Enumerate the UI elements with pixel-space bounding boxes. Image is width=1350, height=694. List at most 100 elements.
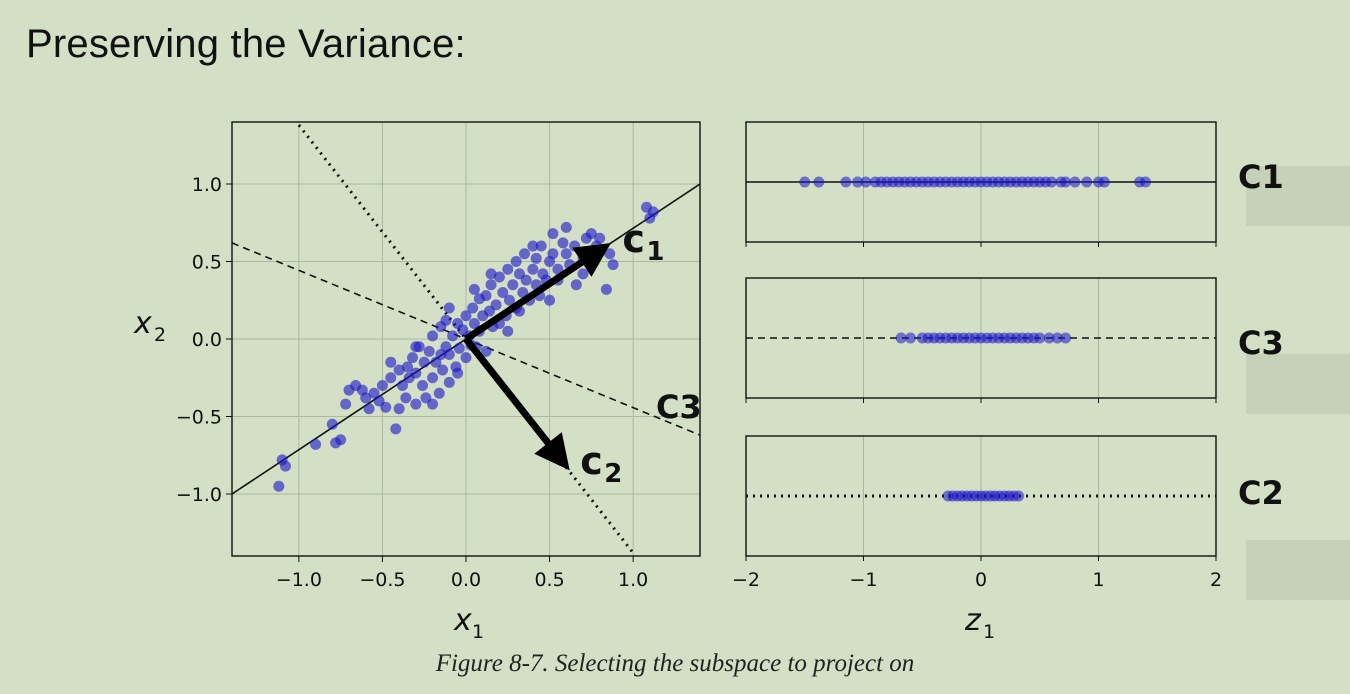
data-point (517, 287, 529, 298)
data-point (340, 398, 352, 410)
x-tick-label: −0.5 (359, 569, 405, 591)
data-point (502, 263, 514, 275)
projected-point (840, 176, 852, 188)
data-point (418, 356, 430, 368)
data-point (427, 330, 439, 342)
data-point (393, 403, 405, 415)
projected-point (1081, 176, 1093, 188)
data-point (380, 401, 392, 413)
data-point (535, 240, 547, 252)
data-point (480, 345, 492, 357)
data-point (480, 290, 492, 302)
side-label-c2: C2 (1238, 474, 1284, 512)
data-point (497, 287, 509, 298)
data-point (519, 248, 530, 260)
data-point (510, 256, 522, 267)
projected-point (1051, 332, 1063, 344)
data-point (507, 279, 519, 291)
left-scatter-plot: c 1c 2−1.0−1.0−0.5−0.50.00.00.50.51.01.0x 1… (133, 121, 701, 643)
y-tick-label: −1.0 (176, 484, 222, 506)
side-tab-2 (1246, 354, 1350, 414)
data-point (544, 294, 556, 306)
data-point (433, 387, 445, 399)
inline-label-c3: C3 (656, 388, 702, 426)
projected-point (1046, 176, 1057, 188)
vector-arrow-1 (464, 242, 611, 342)
slide-title: Preserving the Variance: (26, 22, 466, 66)
z-tick-label: −2 (732, 569, 760, 591)
side-tab-1 (1246, 166, 1350, 226)
data-point (453, 342, 465, 354)
data-point (437, 364, 449, 376)
data-point (427, 372, 439, 384)
data-point (460, 352, 472, 364)
data-point (485, 268, 497, 280)
data-point (443, 376, 455, 388)
data-point (407, 352, 419, 364)
y-axis-label: x (133, 306, 152, 341)
projected-point (1034, 332, 1046, 344)
y-tick-label: 1.0 (192, 174, 222, 196)
data-point (527, 263, 539, 275)
data-point (560, 221, 572, 233)
projected-point (1043, 332, 1055, 344)
data-point (485, 279, 497, 291)
figure-caption: Figure 8-7. Selecting the subspace to pr… (435, 650, 915, 677)
z-axis-label: z (964, 603, 982, 638)
data-point (452, 367, 464, 379)
data-point (423, 345, 435, 357)
x-tick-label: 1.0 (618, 569, 648, 591)
data-point (594, 232, 606, 244)
data-point (310, 438, 322, 450)
data-point (520, 274, 532, 286)
data-point (460, 310, 472, 322)
data-point (396, 380, 408, 391)
data-point (600, 283, 612, 295)
data-point (326, 418, 338, 430)
data-point (644, 212, 656, 224)
x-axis-label: x (453, 603, 472, 638)
projected-point (1060, 176, 1072, 188)
data-point (393, 364, 405, 376)
data-point (468, 283, 480, 295)
side-label-c3: C3 (1238, 324, 1284, 362)
projected-point (905, 332, 916, 344)
data-point (410, 341, 422, 353)
data-point (503, 294, 515, 306)
projected-point (813, 176, 825, 188)
data-point (552, 263, 564, 275)
data-point (440, 314, 452, 326)
x-tick-label: −1.0 (276, 569, 322, 591)
data-point (435, 349, 447, 360)
projected-point (799, 176, 811, 188)
data-point (493, 271, 505, 283)
data-point (570, 279, 582, 291)
data-point (385, 372, 397, 384)
plot-area (232, 124, 700, 554)
data-point (376, 380, 388, 391)
data-point (279, 460, 291, 472)
data-point (402, 361, 413, 373)
data-point (443, 302, 455, 314)
vector-arrow-2 (463, 336, 570, 471)
vector-label-2: c (580, 439, 603, 483)
data-point (385, 356, 397, 368)
projected-point (1069, 176, 1081, 188)
data-point (273, 480, 285, 492)
projected-point (1013, 490, 1025, 502)
projected-point (1060, 332, 1072, 344)
data-point (560, 248, 572, 260)
data-point (585, 228, 597, 240)
data-point (417, 380, 429, 391)
projected-point (1098, 176, 1110, 188)
projected-point (895, 332, 907, 344)
z-axis-label-sub: 1 (983, 621, 995, 643)
data-point (360, 392, 372, 404)
x-axis-label-sub: 1 (472, 621, 484, 643)
data-point (410, 398, 422, 410)
right-strip-plots: −2 −1 0 1 2z 1 (732, 121, 1222, 643)
data-point (607, 259, 619, 271)
data-point (363, 403, 375, 415)
x-tick-label: 0.0 (451, 569, 481, 591)
